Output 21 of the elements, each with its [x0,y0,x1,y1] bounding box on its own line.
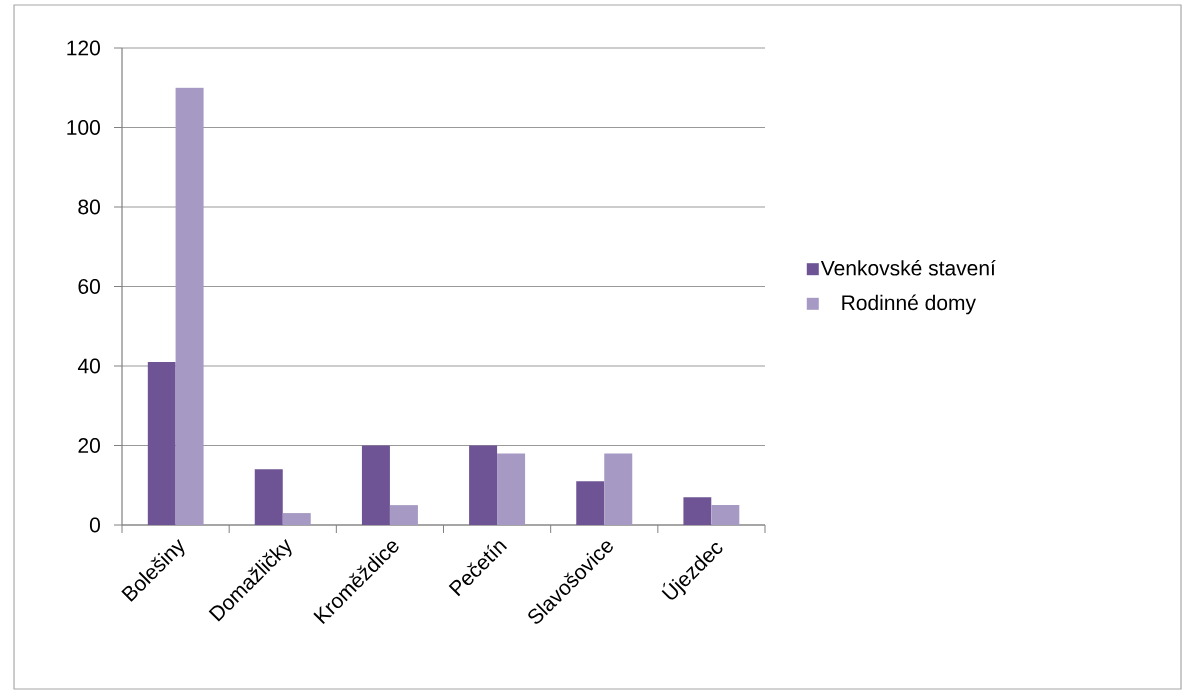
bar [683,497,712,525]
bar [604,453,633,525]
bar [361,445,390,525]
legend-label: Rodinné domy [842,294,976,315]
y-tick-label: 40 [77,358,100,374]
y-tick-label: 20 [78,438,100,453]
bar [282,513,311,525]
bar [469,445,498,525]
y-tick-label: 120 [67,40,100,56]
bar [147,362,176,525]
bar [254,469,283,525]
bar [175,87,204,525]
y-tick-label: 80 [78,199,100,215]
bar [389,505,418,525]
bar [576,481,605,525]
legend-label: Venkovské stavení [820,259,996,276]
bar [711,505,740,525]
y-tick-label: 100 [67,120,100,135]
y-tick-label: 0 [89,517,100,533]
bar [497,453,526,525]
y-tick-label: 60 [78,279,100,294]
